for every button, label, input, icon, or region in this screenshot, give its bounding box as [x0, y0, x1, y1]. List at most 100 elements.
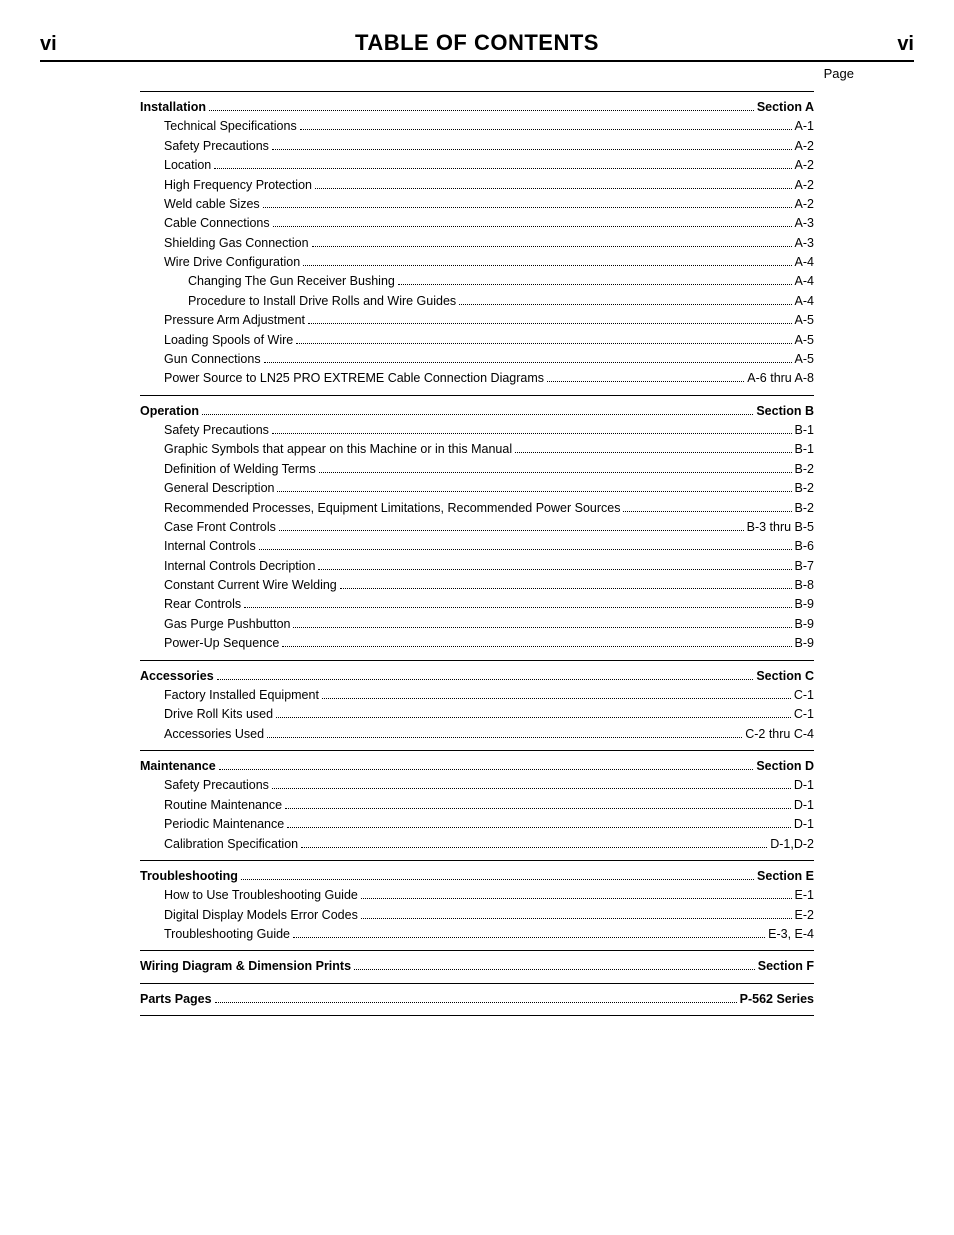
toc-entry: Safety PrecautionsA-2 [140, 137, 814, 156]
toc-entry-page: E-1 [795, 886, 814, 905]
toc-entry-page: B-1 [795, 421, 814, 440]
toc-dot-leader [340, 588, 792, 589]
toc-entry: Case Front ControlsB-3 thru B-5 [140, 518, 814, 537]
toc-entry-label: Weld cable Sizes [164, 195, 260, 214]
toc-entry-page: C-1 [794, 686, 814, 705]
toc-dot-leader [272, 149, 792, 150]
toc-entry-label: Accessories [140, 667, 214, 686]
toc-entry-label: Gas Purge Pushbutton [164, 615, 290, 634]
toc-entry: Safety PrecautionsB-1 [140, 421, 814, 440]
toc-entry: MaintenanceSection D [140, 757, 814, 776]
toc-entry-label: Location [164, 156, 211, 175]
toc-section: Parts PagesP-562 Series [140, 983, 814, 1016]
toc-dot-leader [272, 433, 792, 434]
toc-entry: Loading Spools of WireA-5 [140, 331, 814, 350]
toc-entry-page: B-3 thru B-5 [747, 518, 814, 537]
toc-entry: Definition of Welding TermsB-2 [140, 460, 814, 479]
toc-dot-leader [547, 381, 744, 382]
toc-entry-page: A-2 [795, 137, 814, 156]
toc-dot-leader [312, 246, 792, 247]
toc-entry: General DescriptionB-2 [140, 479, 814, 498]
toc-entry-page: Section B [756, 402, 814, 421]
toc-entry-label: Accessories Used [164, 725, 264, 744]
toc-entry-page: B-9 [795, 634, 814, 653]
toc-entry: Wire Drive ConfigurationA-4 [140, 253, 814, 272]
toc-entry-page: B-8 [795, 576, 814, 595]
toc-section: OperationSection BSafety PrecautionsB-1G… [140, 395, 814, 660]
toc-dot-leader [209, 110, 754, 111]
toc-entry-label: Wiring Diagram & Dimension Prints [140, 957, 351, 976]
toc-entry-page: A-5 [795, 350, 814, 369]
toc-entry: Pressure Arm AdjustmentA-5 [140, 311, 814, 330]
toc-entry-page: B-2 [795, 479, 814, 498]
toc-entry-page: Section E [757, 867, 814, 886]
toc-entry-page: B-6 [795, 537, 814, 556]
toc-entry-page: B-2 [795, 499, 814, 518]
toc-entry: Graphic Symbols that appear on this Mach… [140, 440, 814, 459]
toc-entry-label: Power Source to LN25 PRO EXTREME Cable C… [164, 369, 544, 388]
toc-entry: How to Use Troubleshooting Guide E-1 [140, 886, 814, 905]
table-of-contents: InstallationSection ATechnical Specifica… [140, 91, 814, 1016]
toc-dot-leader [264, 362, 792, 363]
toc-entry-label: Shielding Gas Connection [164, 234, 309, 253]
toc-dot-leader [301, 847, 767, 848]
toc-entry: Location A-2 [140, 156, 814, 175]
toc-entry-page: B-1 [795, 440, 814, 459]
toc-dot-leader [273, 226, 792, 227]
toc-entry-label: Periodic Maintenance [164, 815, 284, 834]
toc-dot-leader [361, 898, 792, 899]
toc-entry-page: A-4 [795, 253, 814, 272]
toc-dot-leader [293, 627, 791, 628]
toc-dot-leader [361, 918, 792, 919]
toc-dot-leader [259, 549, 792, 550]
toc-entry-label: Operation [140, 402, 199, 421]
toc-entry-page: E-2 [795, 906, 814, 925]
toc-entry-label: High Frequency Protection [164, 176, 312, 195]
toc-dot-leader [241, 879, 754, 880]
toc-dot-leader [214, 168, 791, 169]
toc-entry-page: A-3 [795, 234, 814, 253]
toc-entry: Digital Display Models Error CodesE-2 [140, 906, 814, 925]
toc-entry: Drive Roll Kits usedC-1 [140, 705, 814, 724]
toc-entry-page: B-2 [795, 460, 814, 479]
toc-entry: Factory Installed Equipment C-1 [140, 686, 814, 705]
toc-entry-label: Technical Specifications [164, 117, 297, 136]
toc-dot-leader [319, 472, 792, 473]
toc-entry-label: Internal Controls Decription [164, 557, 315, 576]
toc-entry: Changing The Gun Receiver BushingA-4 [140, 272, 814, 291]
toc-entry-page: B-7 [795, 557, 814, 576]
toc-entry-page: A-5 [795, 331, 814, 350]
toc-entry-label: Drive Roll Kits used [164, 705, 273, 724]
toc-entry-page: A-3 [795, 214, 814, 233]
toc-entry: Internal Controls Decription B-7 [140, 557, 814, 576]
toc-entry-label: Troubleshooting Guide [164, 925, 290, 944]
toc-entry-page: A-6 thru A-8 [747, 369, 814, 388]
toc-dot-leader [217, 679, 754, 680]
toc-entry-page: D-1 [794, 796, 814, 815]
toc-dot-leader [318, 569, 791, 570]
toc-section: Wiring Diagram & Dimension PrintsSection… [140, 950, 814, 982]
toc-dot-leader [285, 808, 791, 809]
toc-entry-page: A-2 [795, 156, 814, 175]
toc-entry: Safety PrecautionsD-1 [140, 776, 814, 795]
page-number-right: vi [897, 33, 914, 56]
toc-entry-label: Pressure Arm Adjustment [164, 311, 305, 330]
toc-dot-leader [215, 1002, 737, 1003]
toc-entry-page: E-3, E-4 [768, 925, 814, 944]
toc-entry-label: How to Use Troubleshooting Guide [164, 886, 358, 905]
toc-entry-page: D-1,D-2 [770, 835, 814, 854]
toc-dot-leader [202, 414, 753, 415]
toc-entry: Cable ConnectionsA-3 [140, 214, 814, 233]
toc-entry-label: Gun Connections [164, 350, 261, 369]
toc-entry-label: Routine Maintenance [164, 796, 282, 815]
toc-dot-leader [623, 511, 791, 512]
toc-dot-leader [277, 491, 791, 492]
toc-entry-page: D-1 [794, 815, 814, 834]
toc-entry: Accessories UsedC-2 thru C-4 [140, 725, 814, 744]
toc-entry-page: A-2 [795, 195, 814, 214]
toc-entry-label: Installation [140, 98, 206, 117]
toc-entry: InstallationSection A [140, 98, 814, 117]
toc-entry: Constant Current Wire WeldingB-8 [140, 576, 814, 595]
toc-entry: High Frequency ProtectionA-2 [140, 176, 814, 195]
toc-entry-label: Factory Installed Equipment [164, 686, 319, 705]
